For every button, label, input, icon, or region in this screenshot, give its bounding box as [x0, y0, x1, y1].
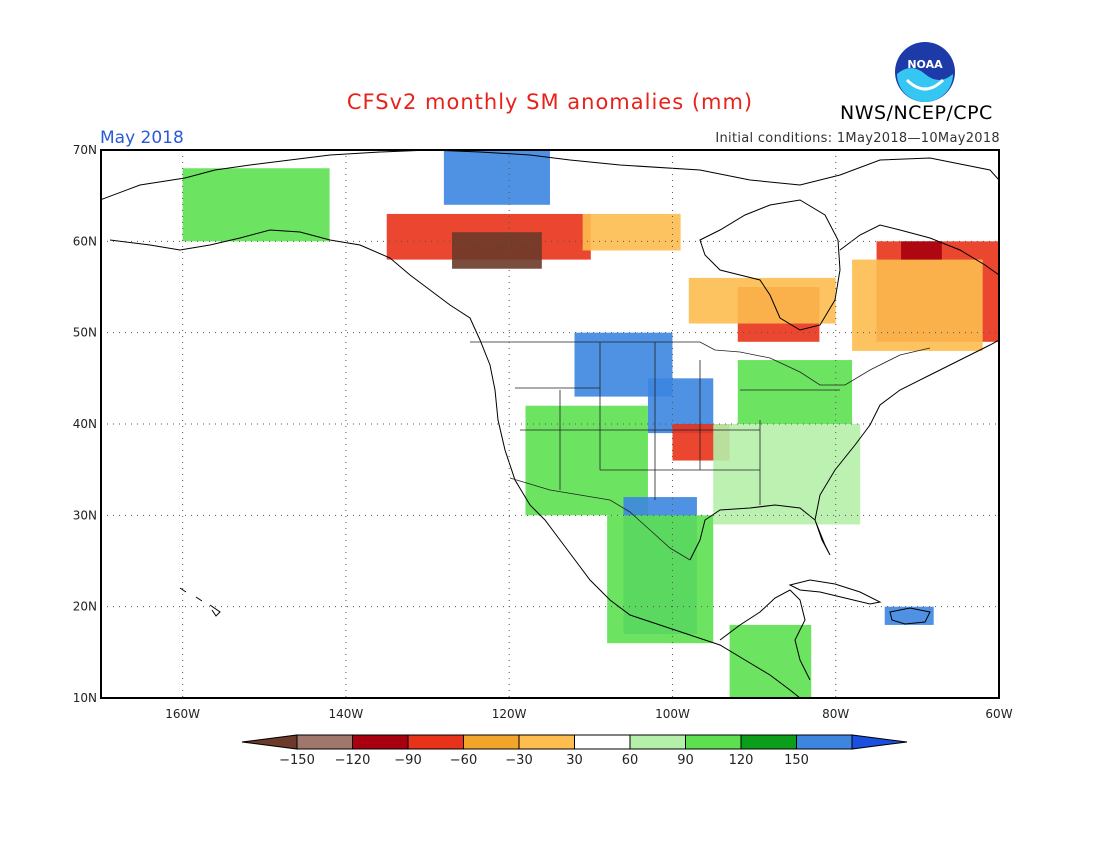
anomaly-region-quebec-labrador-fringe: [852, 259, 983, 351]
colorbar-label: 120: [729, 753, 754, 768]
colorbar-segment: [629, 734, 686, 750]
coastline-hispaniola: [889, 607, 931, 625]
colorbar-arrow-high: [851, 734, 908, 750]
colorbar-segment: [796, 734, 853, 750]
longitude-label: 160W: [165, 707, 200, 721]
axis-labels: 70N 60N 50N 40N 30N 20N 10N 160W 140W 120W 100W 80W…: [73, 143, 1013, 721]
coastline-yucatan: [719, 589, 811, 681]
anomaly-region-nwt-dry: [582, 213, 681, 251]
coastline-cuba: [788, 579, 882, 605]
agency-label: NWS/NCEP/CPC: [840, 102, 993, 124]
latitude-label: 20N: [73, 600, 97, 614]
coastline-hudson-bay: [699, 199, 841, 331]
colorbar: −150 −120 −90 −60 −30 30 60 90 120 150: [241, 734, 908, 768]
anomaly-region-hispaniola-wet: [884, 606, 934, 625]
anomaly-region-central-america-wet: [729, 624, 812, 698]
coastline-alaska-south: [109, 229, 801, 698]
month-label: May 2018: [100, 128, 184, 148]
graticule-layer: [101, 150, 999, 698]
anomaly-region-labrador-very-dry: [901, 241, 942, 260]
noaa-logo-icon: NOAA: [895, 42, 955, 102]
latitude-label: 60N: [73, 234, 97, 248]
anomaly-layer: [182, 150, 999, 698]
colorbar-label: −30: [505, 753, 532, 768]
coastline-gulf: [689, 339, 999, 561]
colorbar-label: 60: [622, 753, 639, 768]
colorbar-arrow-low: [241, 734, 298, 750]
anomaly-region-ontario-dry-fringe: [688, 277, 836, 324]
colorbar-segment: [518, 734, 575, 750]
longitude-label: 80W: [822, 707, 849, 721]
us-mexico-border: [509, 477, 691, 561]
anomaly-region-north-yukon-wet: [443, 150, 550, 205]
colorbar-label: 150: [784, 753, 809, 768]
colorbar-segment: [407, 734, 464, 750]
noaa-logo-text: NOAA: [907, 58, 943, 71]
longitude-label: 140W: [329, 707, 364, 721]
anomaly-region-nw-canada-very-dry: [452, 232, 542, 269]
latitude-label: 70N: [73, 143, 97, 157]
initial-conditions: Initial conditions: 1May2018—10May2018: [715, 131, 1000, 146]
anomaly-region-mexico-wet: [607, 515, 714, 644]
anomaly-region-alaska-south-wet: [182, 168, 330, 242]
longitude-label: 100W: [655, 707, 690, 721]
coastline-labrador: [839, 224, 999, 276]
coastline-hawaii: [179, 587, 221, 617]
map-title: CFSv2 monthly SM anomalies (mm): [346, 90, 754, 114]
colorbar-label: −150: [279, 753, 315, 768]
coastline-layer: [101, 150, 999, 698]
colorbar-label: 30: [566, 753, 583, 768]
latitude-label: 30N: [73, 508, 97, 522]
colorbar-label: −60: [450, 753, 477, 768]
colorbar-segment: [463, 734, 520, 750]
colorbar-label: −120: [335, 753, 371, 768]
anomaly-region-great-lakes-wet: [737, 360, 853, 424]
political-border-layer: [470, 341, 931, 561]
colorbar-segment: [352, 734, 409, 750]
longitude-label: 120W: [492, 707, 527, 721]
coastline-north-america: [101, 150, 999, 201]
map-frame: [100, 149, 1000, 699]
latitude-label: 50N: [73, 326, 97, 340]
us-state-lines: [515, 342, 840, 505]
colorbar-label: 90: [677, 753, 694, 768]
colorbar-segment: [296, 734, 353, 750]
colorbar-segment: [685, 734, 742, 750]
colorbar-segment: [574, 734, 631, 750]
colorbar-segment: [740, 734, 797, 750]
latitude-label: 10N: [73, 691, 97, 705]
canada-us-border: [470, 341, 931, 386]
latitude-label: 40N: [73, 417, 97, 431]
colorbar-label: −90: [394, 753, 421, 768]
longitude-label: 60W: [985, 707, 1012, 721]
